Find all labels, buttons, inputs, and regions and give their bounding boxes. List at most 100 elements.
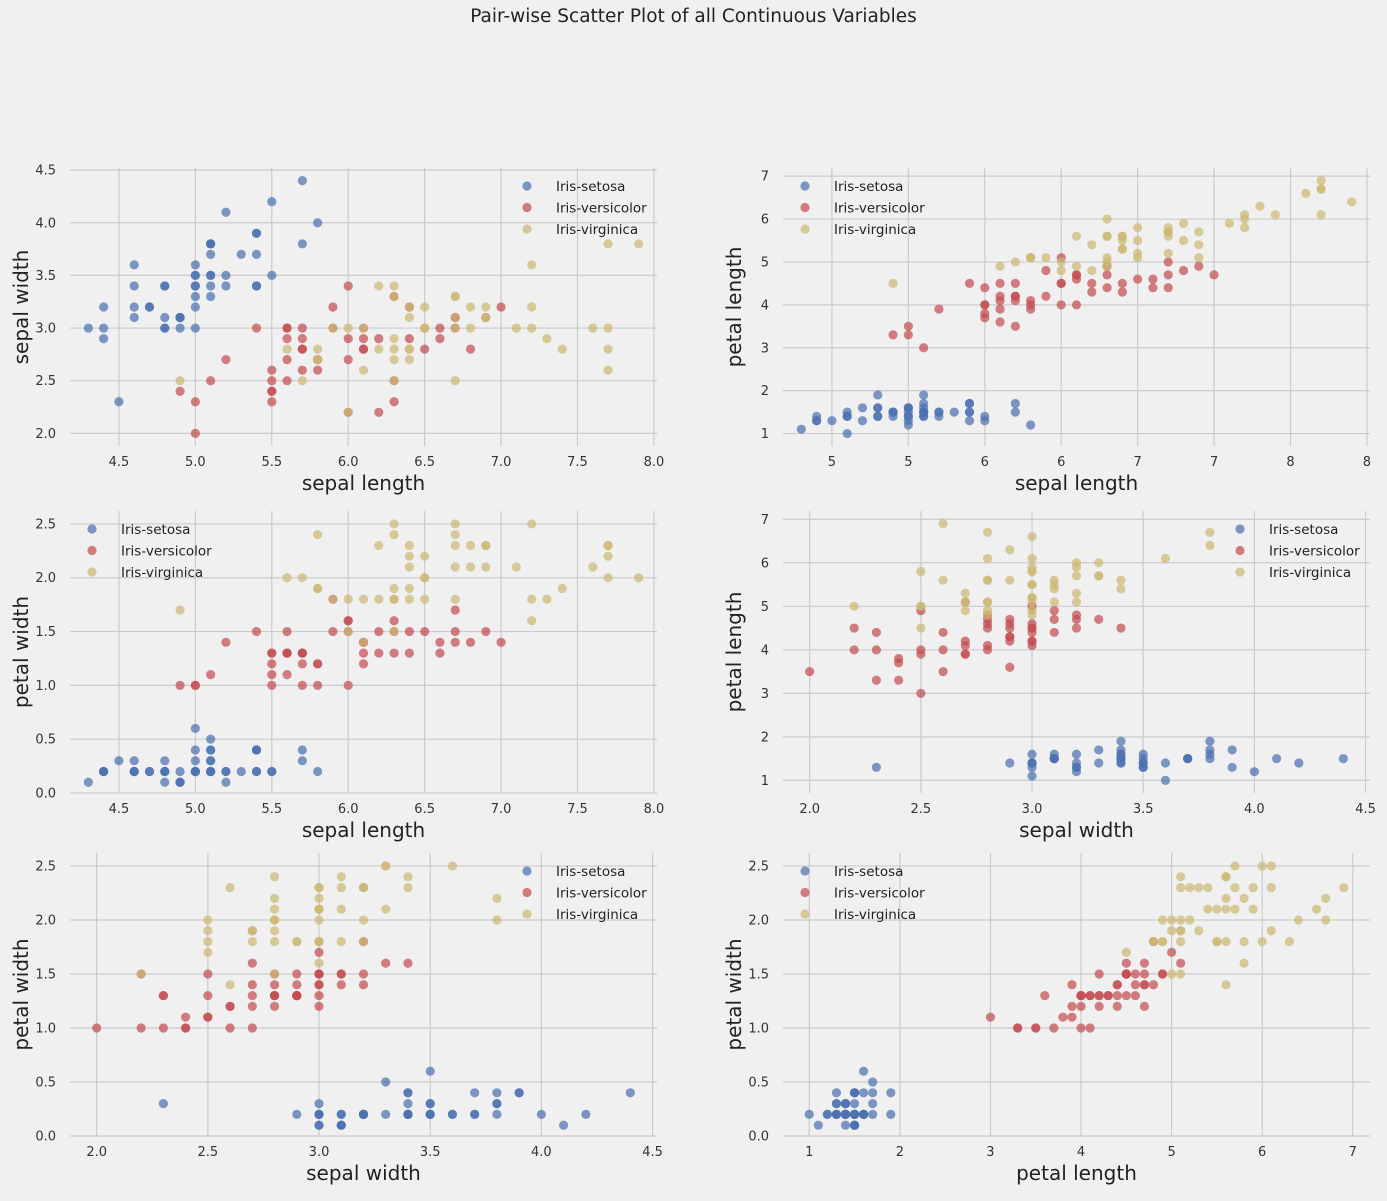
data-point [1230, 861, 1240, 871]
x-tick-label: 3.0 [309, 1145, 330, 1160]
data-point [492, 1088, 502, 1098]
data-point [435, 333, 445, 344]
data-point [403, 872, 413, 882]
data-point [314, 915, 324, 925]
data-point [1121, 969, 1131, 979]
data-point [297, 680, 307, 690]
y-tick-label: 0.0 [748, 1130, 769, 1145]
data-point [1338, 754, 1348, 764]
data-point [886, 1088, 896, 1098]
legend-label: Iris-setosa [556, 864, 625, 880]
data-point [206, 239, 216, 249]
data-point [336, 936, 346, 947]
data-point [1026, 300, 1036, 310]
data-point [336, 1109, 346, 1119]
data-point [267, 659, 277, 669]
data-point [1230, 904, 1240, 914]
y-tick-label: 1.5 [748, 967, 769, 982]
x-tick-label: 4 [1077, 1145, 1085, 1160]
y-tick-label: 4 [761, 298, 769, 313]
data-point [267, 386, 277, 396]
data-point [1178, 218, 1189, 228]
data-point [840, 1098, 851, 1109]
data-point [1010, 407, 1020, 417]
data-point [634, 573, 644, 583]
x-tick-label: 3.5 [1133, 802, 1154, 817]
data-point [336, 872, 346, 882]
data-point [588, 562, 598, 572]
y-tick-label: 6 [761, 213, 769, 228]
x-tick-label: 4.5 [1355, 802, 1376, 817]
data-point [297, 745, 307, 755]
data-point [1049, 606, 1059, 616]
data-point [1094, 614, 1104, 624]
data-point [527, 302, 537, 312]
data-point [938, 627, 948, 638]
x-tick-label: 3.0 [1022, 802, 1043, 817]
data-point [822, 1109, 832, 1119]
x-tick-label: 6 [1258, 1145, 1266, 1160]
data-point [1116, 623, 1126, 633]
data-point [267, 766, 277, 777]
legend-marker [522, 224, 532, 234]
data-point [314, 990, 324, 1001]
data-point [1076, 1001, 1086, 1011]
data-point [203, 990, 213, 1001]
data-point [857, 416, 868, 426]
data-point [603, 344, 613, 354]
data-point [859, 1066, 869, 1076]
data-point [849, 1088, 860, 1098]
data-point [496, 302, 506, 312]
data-point [297, 239, 307, 249]
data-point [1240, 223, 1250, 233]
x-tick-label: 5 [904, 455, 912, 470]
data-point [267, 648, 277, 658]
data-point [1239, 893, 1249, 903]
legend: Iris-setosa Iris-versicolor Iris-virginica [800, 864, 925, 923]
data-point [1167, 947, 1177, 957]
data-point [1102, 214, 1112, 224]
legend-marker [87, 545, 97, 556]
data-point [982, 610, 993, 620]
data-point [985, 1012, 996, 1022]
legend-marker [800, 202, 810, 213]
data-point [849, 1120, 860, 1130]
data-point [374, 626, 384, 637]
data-point [206, 249, 216, 259]
data-point [336, 882, 346, 893]
data-point [1067, 1012, 1077, 1022]
data-point [888, 330, 898, 340]
data-point [389, 376, 399, 386]
data-point [842, 428, 852, 439]
data-point [389, 519, 399, 529]
data-point [1071, 231, 1082, 241]
data-point [1071, 610, 1082, 620]
data-point [269, 969, 280, 979]
data-point [1205, 527, 1215, 537]
data-point [1027, 749, 1037, 759]
data-point [960, 597, 970, 607]
data-point [1176, 926, 1186, 936]
data-point [1194, 926, 1204, 936]
data-point [1221, 980, 1231, 990]
data-point [527, 519, 537, 529]
data-point [269, 980, 280, 990]
data-point [221, 281, 231, 291]
data-point [358, 915, 369, 925]
data-point [313, 583, 323, 594]
data-point [403, 882, 413, 893]
legend-label: Iris-setosa [1269, 522, 1338, 538]
data-point [144, 766, 155, 777]
data-point [1160, 758, 1171, 768]
data-point [404, 648, 414, 658]
data-point [292, 969, 302, 979]
data-point [358, 882, 369, 893]
data-point [873, 411, 883, 421]
x-tick-label: 5 [1167, 1145, 1175, 1160]
data-point [1316, 184, 1326, 194]
data-point [938, 519, 948, 529]
data-point [267, 197, 277, 207]
legend-label: Iris-setosa [121, 522, 190, 538]
x-tick-label: 4.5 [642, 1145, 663, 1160]
x-tick-label: 6.5 [414, 802, 435, 817]
